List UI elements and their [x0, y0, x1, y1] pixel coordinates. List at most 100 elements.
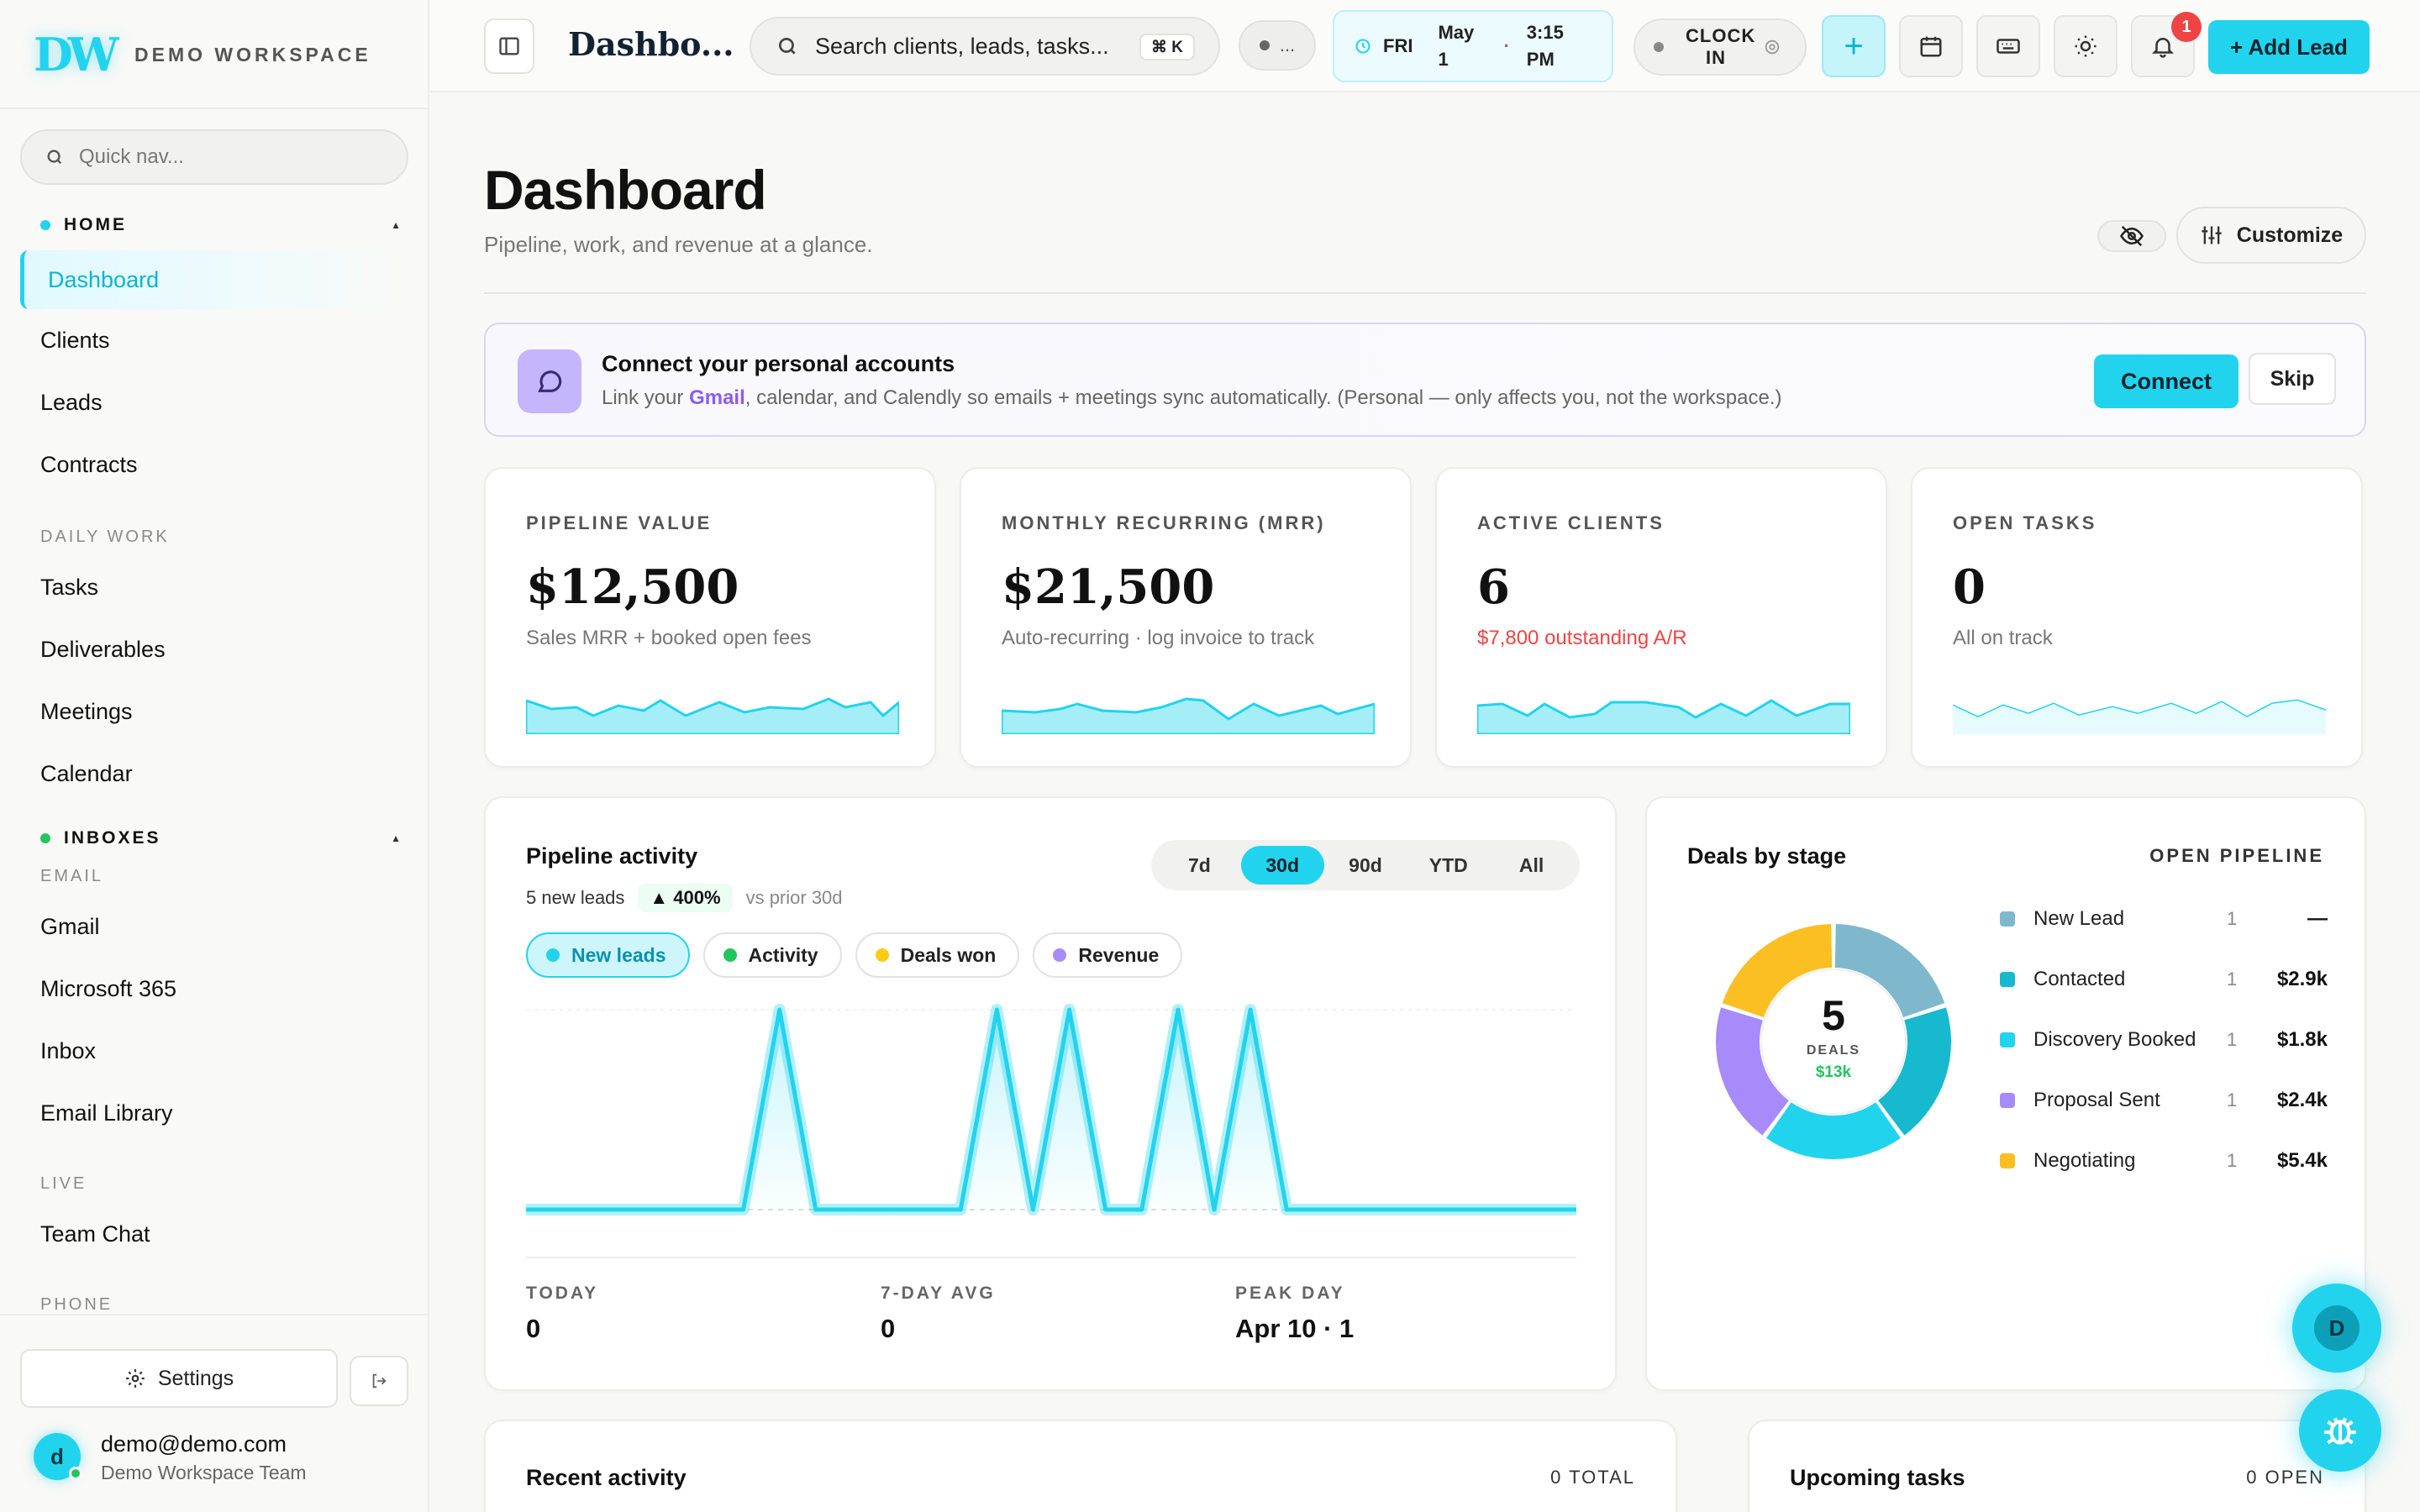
- sidebar-item-meetings[interactable]: Meetings: [40, 699, 133, 724]
- data-point[interactable]: [995, 1008, 999, 1011]
- logout-button[interactable]: [350, 1356, 408, 1406]
- date-time-widget[interactable]: FRI May 1 · 3:15 PM: [1333, 10, 1613, 82]
- bell-icon: [2151, 38, 2175, 58]
- status-pill[interactable]: ...: [1239, 20, 1316, 71]
- legend-revenue[interactable]: Revenue: [1033, 932, 1183, 978]
- hide-values-button[interactable]: [2097, 220, 2166, 252]
- clock-in-button[interactable]: CLOCK IN: [1634, 18, 1807, 76]
- assistant-fab-button[interactable]: D: [2292, 1284, 2381, 1373]
- clock-in-label: CLOCK IN: [1686, 25, 1756, 68]
- data-point[interactable]: [1429, 1208, 1434, 1211]
- data-point[interactable]: [1249, 1008, 1253, 1011]
- kpi-card-open-tasks[interactable]: OPEN TASKS 0 All on track: [1911, 467, 2363, 768]
- keyboard-icon: [1996, 39, 2020, 54]
- data-point[interactable]: [1176, 1008, 1180, 1011]
- bug-report-button[interactable]: [2299, 1389, 2381, 1472]
- data-point[interactable]: [1212, 1208, 1216, 1211]
- search-input[interactable]: Search clients, leads, tasks... ⌘ K: [750, 17, 1220, 76]
- kpi-label: PIPELINE VALUE: [526, 512, 713, 533]
- donut-slice[interactable]: [1722, 924, 1833, 1018]
- sidebar-item-contracts[interactable]: Contracts: [40, 452, 138, 477]
- legend-activity[interactable]: Activity: [702, 932, 842, 978]
- data-point[interactable]: [741, 1208, 745, 1211]
- toggle-sidebar-button[interactable]: [484, 18, 534, 74]
- sidebar-item-deliverables[interactable]: Deliverables: [40, 637, 166, 662]
- kpi-card-pipeline-value[interactable]: PIPELINE VALUE $12,500 Sales MRR + booke…: [484, 467, 936, 768]
- donut-slice[interactable]: [1834, 924, 1945, 1018]
- sidebar-item-tasks[interactable]: Tasks: [40, 575, 99, 600]
- data-point[interactable]: [923, 1208, 927, 1211]
- sidebar-item-email-library[interactable]: Email Library: [40, 1100, 173, 1126]
- donut-slice[interactable]: [1716, 1007, 1789, 1136]
- data-point[interactable]: [777, 1008, 781, 1011]
- data-point[interactable]: [705, 1208, 709, 1211]
- data-point[interactable]: [1393, 1208, 1397, 1211]
- legend-deals-won[interactable]: Deals won: [855, 932, 1020, 978]
- stage-row-negotiating[interactable]: Negotiating 1 $5.4k: [2000, 1144, 2328, 1178]
- section-inboxes[interactable]: INBOXES ▲: [40, 828, 403, 848]
- chart-legend: New leads Activity Deals won Revenue: [526, 932, 1196, 978]
- data-point[interactable]: [1031, 1208, 1035, 1211]
- data-point[interactable]: [669, 1208, 673, 1211]
- notifications-button[interactable]: 1: [2131, 12, 2202, 77]
- data-point[interactable]: [886, 1208, 891, 1211]
- data-point[interactable]: [1321, 1208, 1325, 1211]
- quick-nav-input[interactable]: Quick nav...: [20, 129, 408, 185]
- sidebar-item-microsoft-365[interactable]: Microsoft 365: [40, 976, 177, 1001]
- stage-row-contacted[interactable]: Contacted 1 $2.9k: [2000, 963, 2328, 996]
- data-point[interactable]: [813, 1208, 818, 1211]
- settings-button[interactable]: Settings: [20, 1349, 338, 1408]
- data-point[interactable]: [1139, 1208, 1144, 1211]
- data-point[interactable]: [1575, 1208, 1576, 1211]
- series-line-new-leads[interactable]: [526, 1007, 1576, 1212]
- kpi-card-mrr[interactable]: MONTHLY RECURRING (MRR) $21,500 Auto-rec…: [960, 467, 1412, 768]
- section-home[interactable]: HOME ▲: [40, 215, 403, 235]
- data-point[interactable]: [1465, 1208, 1470, 1211]
- theme-toggle-button[interactable]: [2054, 15, 2118, 77]
- connect-button[interactable]: Connect: [2094, 354, 2238, 408]
- sidebar-item-team-chat[interactable]: Team Chat: [40, 1221, 150, 1247]
- data-point[interactable]: [526, 1208, 528, 1211]
- donut-slice[interactable]: [1878, 1007, 1951, 1136]
- brand[interactable]: DW DEMO WORKSPACE: [34, 27, 371, 82]
- deals-donut-chart[interactable]: [1709, 917, 1958, 1166]
- skip-button[interactable]: Skip: [2249, 353, 2336, 405]
- stage-row-discovery-booked[interactable]: Discovery Booked 1 $1.8k: [2000, 1023, 2328, 1057]
- range-ytd[interactable]: YTD: [1428, 854, 1468, 876]
- data-point[interactable]: [850, 1208, 854, 1211]
- data-point[interactable]: [633, 1208, 637, 1211]
- sidebar-item-dashboard[interactable]: Dashboard: [20, 250, 405, 309]
- data-point[interactable]: [560, 1208, 565, 1211]
- sidebar-item-calendar[interactable]: Calendar: [40, 761, 133, 786]
- stage-row-proposal-sent[interactable]: Proposal Sent 1 $2.4k: [2000, 1084, 2328, 1117]
- sparkline: [1953, 699, 2326, 734]
- range-90d[interactable]: 90d: [1349, 854, 1382, 876]
- sidebar-item-gmail[interactable]: Gmail: [40, 914, 100, 939]
- legend-new-leads[interactable]: New leads: [526, 932, 690, 978]
- data-point[interactable]: [1357, 1208, 1361, 1211]
- data-point[interactable]: [1285, 1208, 1289, 1211]
- range-30d[interactable]: 30d: [1240, 846, 1324, 885]
- stage-row-new-lead[interactable]: New Lead 1 —: [2000, 902, 2328, 936]
- sidebar-item-inbox[interactable]: Inbox: [40, 1038, 97, 1063]
- quick-add-button[interactable]: +: [1822, 15, 1886, 77]
- pipeline-activity-chart[interactable]: [526, 1000, 1576, 1226]
- calendar-button[interactable]: [1899, 15, 1963, 77]
- data-point[interactable]: [1067, 1008, 1071, 1011]
- sidebar-item-leads[interactable]: Leads: [40, 390, 103, 415]
- data-point[interactable]: [597, 1208, 601, 1211]
- data-point[interactable]: [1538, 1208, 1542, 1211]
- gmail-link[interactable]: Gmail: [689, 386, 745, 409]
- data-point[interactable]: [1103, 1208, 1107, 1211]
- donut-slice[interactable]: [1765, 1102, 1902, 1159]
- add-lead-button[interactable]: + Add Lead: [2208, 20, 2370, 74]
- range-all[interactable]: All: [1518, 854, 1544, 876]
- kpi-card-active-clients[interactable]: ACTIVE CLIENTS 6 $7,800 outstanding A/R: [1435, 467, 1887, 768]
- keyboard-shortcuts-button[interactable]: [1976, 15, 2040, 77]
- avatar[interactable]: d: [34, 1433, 81, 1480]
- sidebar-item-clients[interactable]: Clients: [40, 328, 110, 353]
- range-7d[interactable]: 7d: [1187, 854, 1211, 876]
- customize-button[interactable]: Customize: [2176, 207, 2366, 264]
- data-point[interactable]: [1502, 1208, 1506, 1211]
- data-point[interactable]: [959, 1208, 963, 1211]
